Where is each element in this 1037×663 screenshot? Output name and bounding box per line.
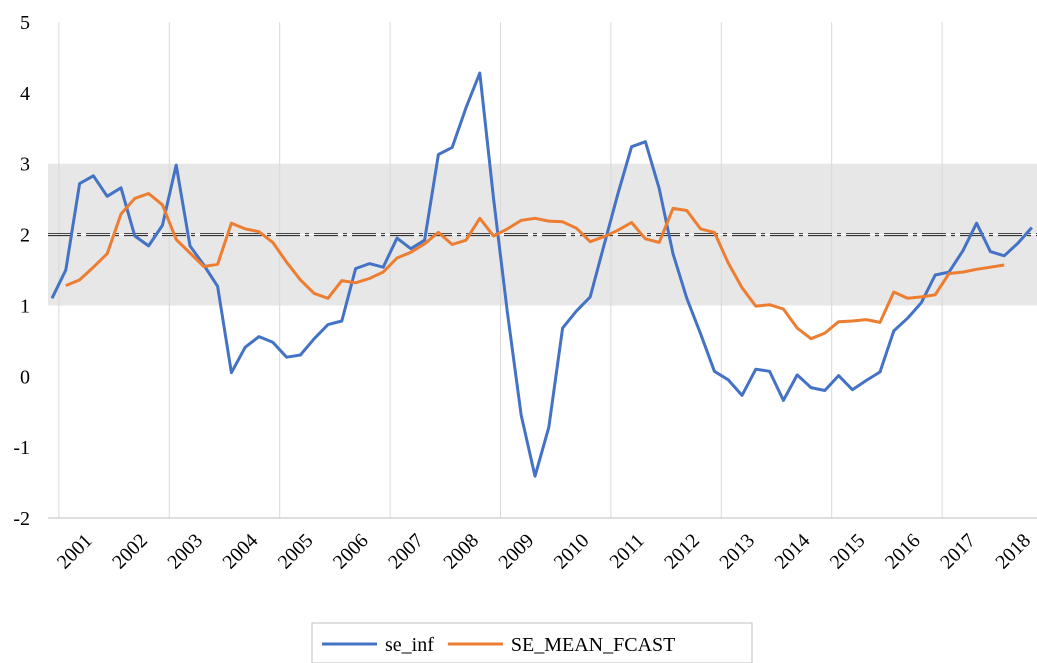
x-tick-label: 2013 xyxy=(715,530,759,574)
y-tick-label: -2 xyxy=(13,508,30,530)
y-tick-label: -1 xyxy=(13,437,30,459)
x-tick-label: 2006 xyxy=(329,530,373,574)
x-tick-label: 2014 xyxy=(771,530,815,574)
x-tick-label: 2016 xyxy=(881,530,925,574)
y-tick-label: 4 xyxy=(20,83,30,105)
series-line xyxy=(50,71,1033,478)
x-tick-label: 2015 xyxy=(826,530,870,574)
y-tick-label: 1 xyxy=(20,295,30,317)
legend-label: se_inf xyxy=(385,634,434,656)
x-tick-label: 2009 xyxy=(495,530,539,574)
x-tick-label: 2011 xyxy=(605,530,648,573)
series-line xyxy=(65,192,1005,341)
x-tick-label: 2004 xyxy=(219,530,263,574)
x-tick-label: 2012 xyxy=(660,530,704,574)
legend-label: SE_MEAN_FCAST xyxy=(511,634,675,656)
x-tick-label: 2010 xyxy=(550,530,594,574)
y-tick-label: 3 xyxy=(20,154,30,176)
x-tick-label: 2002 xyxy=(108,530,152,574)
x-tick-label: 2018 xyxy=(991,530,1035,574)
legend-box xyxy=(311,622,753,663)
x-tick-label: 2008 xyxy=(439,530,483,574)
y-tick-label: 0 xyxy=(20,366,30,388)
x-tick-label: 2003 xyxy=(163,530,207,574)
x-tick-label: 2007 xyxy=(384,530,428,574)
y-tick-label: 5 xyxy=(20,12,30,34)
x-tick-label: 2001 xyxy=(53,530,97,574)
y-tick-label: 2 xyxy=(20,225,30,247)
x-tick-label: 2005 xyxy=(274,530,318,574)
x-tick-label: 2017 xyxy=(936,530,980,574)
